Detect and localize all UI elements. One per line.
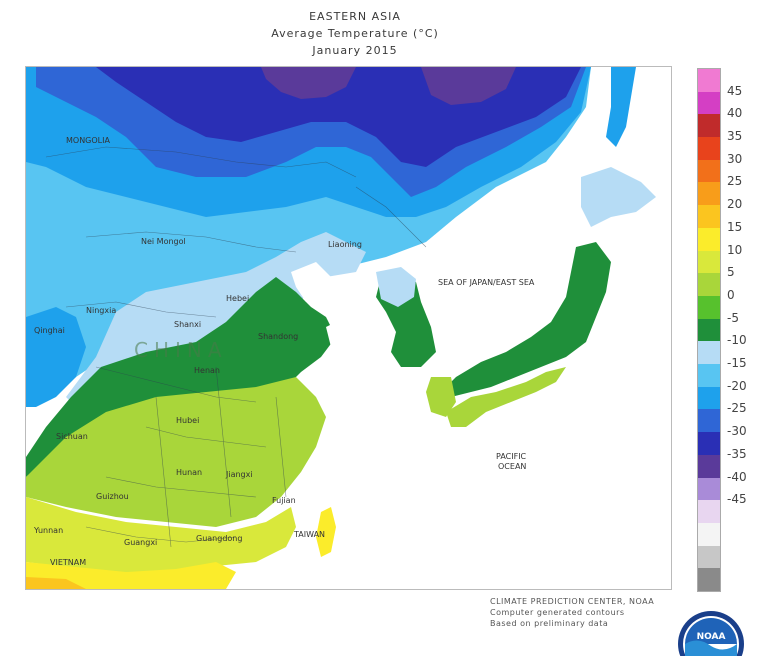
japan-honshu-south [446,367,566,427]
label-liaoning: Liaoning [328,240,362,249]
label-vietnam: VIETNAM [50,558,86,567]
colorbar-tick-label: -25 [727,401,747,416]
colorbar-tick-label: -10 [727,333,747,348]
colorbar-swatch [698,159,720,183]
colorbar-swatch [698,364,720,388]
title-region: EASTERN ASIA [309,10,401,23]
label-jiangxi: Jiangxi [225,470,253,479]
colorbar-tick-label: 40 [727,106,743,121]
label-yunnan: Yunnan [33,526,63,535]
colorbar-swatch [698,295,720,320]
colorbar-tick-label: 5 [727,265,735,280]
colorbar-tick-label: -35 [727,446,747,461]
map-svg: CHINA MONGOLIA Nei Mongol Liaoning Qingh… [26,67,671,589]
colorbar-swatch [698,341,720,365]
logo-text: NOAA [697,632,726,642]
colorbar-swatch [698,432,720,456]
contour-minus-10-west [26,307,86,407]
colorbar-swatch [698,568,720,592]
label-guangdong: Guangdong [196,534,242,543]
colorbar-swatch [698,500,720,524]
label-china: CHINA [134,338,228,362]
colorbar-swatch [698,273,720,297]
colorbar-tick-label: 25 [727,174,743,189]
japan-honshu [436,242,611,412]
colorbar-tick-label: 45 [727,83,743,98]
colorbar-swatch [698,137,720,161]
label-ocean: OCEAN [498,462,526,471]
colorbar-swatch [698,69,720,93]
colorbar-tick-label: -20 [727,378,747,393]
colorbar-swatch [698,91,720,115]
label-mongolia: MONGOLIA [66,136,110,145]
label-sea-of-japan: SEA OF JAPAN/EAST SEA [438,278,535,287]
colorbar-tick-label: 10 [727,242,743,257]
japan-kyushu [426,377,456,417]
label-qinghai: Qinghai [34,326,65,335]
contour-10 [26,497,296,572]
credits-line-3: Based on preliminary data [490,619,609,628]
title-period: January 2015 [312,44,398,57]
colorbar-tick-label: 0 [727,287,735,302]
colorbar-swatch [698,409,720,433]
temperature-map: CHINA MONGOLIA Nei Mongol Liaoning Qingh… [25,66,672,590]
colorbar-swatch [698,182,720,206]
label-hunan: Hunan [176,468,202,477]
label-ningxia: Ningxia [86,306,116,315]
colorbar-tick-label: 20 [727,197,743,212]
colorbar-tick-label: 30 [727,151,743,166]
label-nei-mongol: Nei Mongol [141,237,186,246]
label-guangxi: Guangxi [124,538,157,547]
map-title: EASTERN ASIA Average Temperature (°C) Ja… [0,8,710,59]
label-hubei: Hubei [176,416,199,425]
title-variable: Average Temperature (°C) [271,27,439,40]
contour-15 [26,562,236,589]
label-shanxi: Shanxi [174,320,201,329]
colorbar-tick-label: -5 [727,310,739,325]
colorbar-tick-label: -30 [727,424,747,439]
taiwan [316,507,336,557]
credits-line-1: CLIMATE PREDICTION CENTER, NOAA [490,597,655,606]
colorbar-swatch [698,227,720,252]
contour-0 [26,277,336,477]
contour-minus-5 [66,232,366,407]
colorbar-swatch [698,545,720,569]
colorbar-swatch [698,205,720,229]
label-guizhou: Guizhou [96,492,129,501]
korea-north [376,267,416,307]
label-fujian: Fujian [272,496,296,505]
label-pacific: PACIFIC [496,452,527,461]
sakhalin [606,67,636,147]
contour-minus-30-b [421,67,516,105]
colorbar-tick-label: 35 [727,129,743,144]
yellow-sea [291,262,381,462]
colorbar-tick-label: 15 [727,219,743,234]
credits-block: CLIMATE PREDICTION CENTER, NOAA Computer… [490,596,654,629]
noaa-logo-icon: NOAA [678,611,744,656]
credits-line-2: Computer generated contours [490,608,625,617]
colorbar-swatch [698,318,720,342]
japan-hokkaido [581,167,656,227]
label-taiwan: TAIWAN [293,530,325,539]
colorbar-swatch [698,454,720,478]
colorbar-swatch [698,114,720,138]
colorbar-tick-label: -40 [727,469,747,484]
temperature-colorbar [697,68,721,592]
colorbar-tick-label: -15 [727,356,747,371]
boundary-lines [45,146,427,548]
contour-minus-30-a [261,67,356,99]
colorbar-swatch [698,522,720,547]
contour-5 [26,377,326,527]
contour-20 [26,577,86,589]
colorbar-swatch [698,477,720,501]
label-shandong: Shandong [258,332,298,341]
label-hebei: Hebei [226,294,249,303]
colorbar-swatch [698,250,720,274]
label-henan: Henan [194,366,220,375]
colorbar-tick-label: -45 [727,492,747,507]
label-sichuan: Sichuan [56,432,88,441]
colorbar-swatch [698,386,720,410]
